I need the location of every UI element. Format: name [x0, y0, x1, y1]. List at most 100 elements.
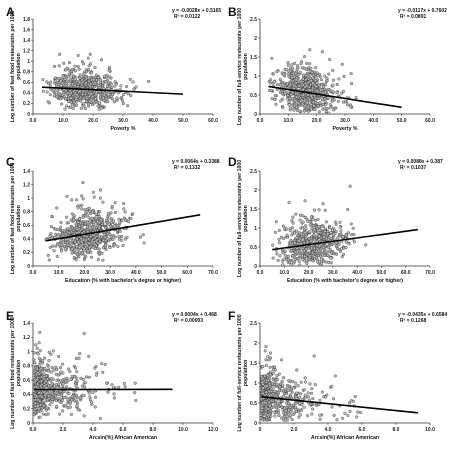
scatter-point [41, 412, 45, 416]
scatter-point [92, 195, 96, 199]
scatter-point [113, 201, 117, 205]
scatter-point [312, 73, 316, 77]
scatter-point [283, 249, 287, 253]
scatter-point [287, 379, 291, 383]
scatter-point [267, 389, 271, 393]
scatter-point [95, 220, 100, 224]
scatter-point [87, 391, 91, 395]
scatter-point [261, 386, 265, 390]
scatter-point [348, 410, 352, 414]
scatter-point [101, 81, 105, 85]
scatter-point [305, 261, 309, 265]
scatter-point [294, 396, 298, 400]
scatter-point [100, 362, 104, 366]
scatter-point [287, 103, 291, 107]
scatter-point [308, 62, 312, 66]
scatter-point [48, 234, 52, 238]
scatter-point [59, 379, 63, 383]
scatter-point [327, 111, 331, 115]
y-tick-label: 2 [254, 188, 257, 194]
scatter-point [278, 254, 282, 258]
scatter-point [289, 93, 293, 97]
scatter-point [70, 251, 74, 255]
scatter-point [277, 388, 281, 392]
scatter-point [281, 80, 285, 84]
scatter-point [88, 62, 93, 66]
scatter-point [342, 74, 346, 78]
scatter-point [298, 395, 302, 399]
scatter-point [279, 235, 284, 239]
scatter-point [275, 382, 279, 386]
scatter-point [33, 407, 37, 412]
x-tick-label: 30.0 [105, 270, 115, 276]
scatter-point [41, 78, 45, 82]
scatter-point [40, 395, 44, 399]
scatter-point [61, 93, 65, 97]
scatter-point [83, 258, 87, 262]
scatter-point [281, 97, 285, 101]
scatter-point [271, 382, 275, 386]
scatter-point [68, 369, 72, 373]
scatter-point [60, 231, 64, 235]
scatter-point [74, 96, 78, 100]
scatter-point [81, 197, 85, 201]
scatter-point [319, 78, 323, 82]
scatter-point [56, 234, 60, 238]
scatter-point [287, 408, 291, 412]
scatter-point [275, 378, 279, 382]
scatter-point [310, 236, 314, 241]
x-axis-label: Arcsin(%) African American [89, 435, 157, 441]
scatter-point [304, 224, 308, 228]
scatter-point [116, 91, 120, 95]
y-tick-label: 0.4 [23, 392, 30, 398]
scatter-point [109, 216, 113, 221]
scatter-point [336, 99, 340, 103]
scatter-point [277, 414, 281, 418]
scatter-point [55, 367, 59, 371]
scatter-point [303, 259, 307, 263]
regression-equation: y = -0.0028x + 0.5165 [172, 8, 221, 14]
scatter-point [98, 101, 102, 105]
panel-letter: D [228, 155, 237, 169]
scatter-point [54, 244, 58, 248]
scatter-point [308, 230, 312, 234]
scatter-point [42, 404, 46, 408]
scatter-point [32, 370, 36, 374]
scatter-point [309, 107, 313, 111]
scatter-point [78, 73, 82, 77]
scatter-point [308, 251, 312, 255]
scatter-point [60, 398, 64, 402]
scatter-point [48, 93, 52, 97]
scatter-point [297, 259, 301, 263]
scatter-point [355, 415, 359, 419]
panel-letter: B [228, 5, 237, 19]
y-tick-label: 0.6 [23, 80, 30, 86]
x-tick-label: 30.0 [118, 118, 128, 124]
scatter-point [339, 232, 343, 236]
x-tick-label: 70.0 [208, 270, 218, 276]
scatter-point [324, 109, 328, 113]
scatter-point [288, 384, 292, 388]
r-squared: R² = 0.1268 [400, 318, 426, 324]
scatter-point [292, 386, 296, 390]
scatter-point [272, 80, 276, 84]
scatter-point [354, 96, 358, 100]
scatter-point [75, 245, 79, 249]
scatter-point [341, 416, 345, 420]
scatter-point [67, 99, 71, 103]
scatter-point [304, 67, 308, 71]
scatter-point [75, 379, 79, 383]
scatter-point [303, 215, 307, 219]
scatter-point [38, 330, 42, 334]
scatter-point [58, 243, 62, 247]
scatter-point [70, 374, 74, 378]
y-tick-label: 1 [27, 349, 30, 355]
scatter-point [48, 245, 52, 249]
scatter-point [341, 235, 345, 239]
scatter-point [269, 370, 273, 374]
scatter-point [337, 242, 341, 246]
scatter-point [329, 236, 333, 240]
scatter-point [301, 257, 305, 261]
